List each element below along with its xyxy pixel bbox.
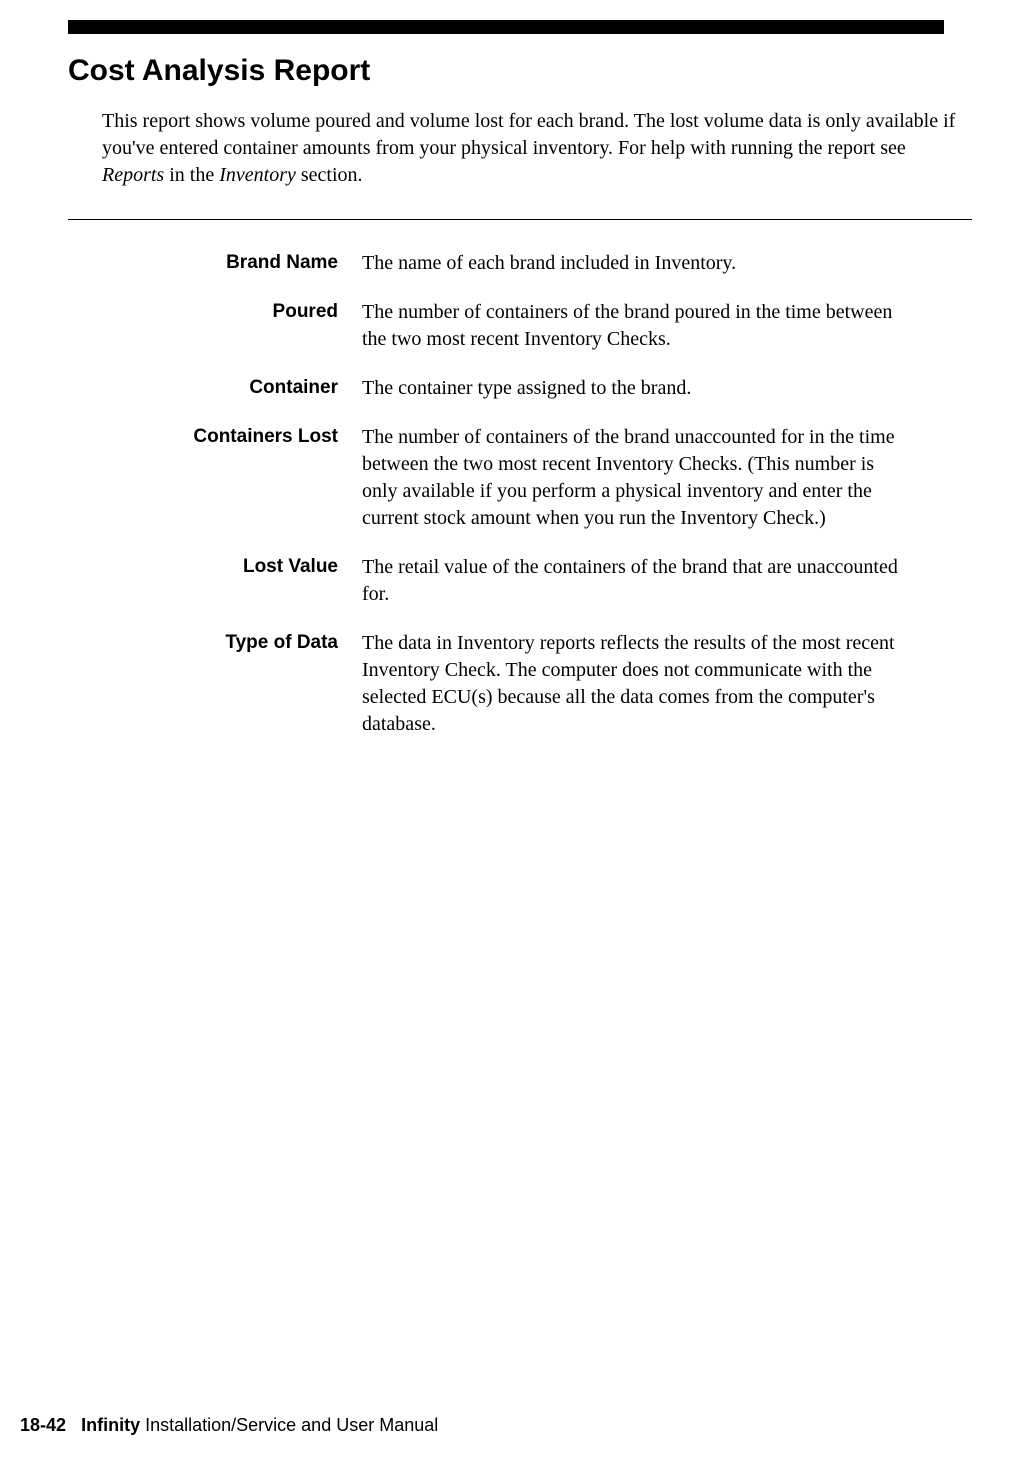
- definition-term: Containers Lost: [102, 424, 362, 450]
- definition-term: Brand Name: [102, 250, 362, 276]
- definition-description: The container type assigned to the brand…: [362, 375, 962, 402]
- definition-description: The number of containers of the brand un…: [362, 424, 962, 532]
- intro-text-2: in the: [164, 164, 219, 186]
- definition-row: Containers Lost The number of containers…: [102, 424, 962, 532]
- definition-term: Lost Value: [102, 554, 362, 580]
- page-footer: 18-42 Infinity Installation/Service and …: [20, 1415, 438, 1436]
- intro-paragraph: This report shows volume poured and volu…: [102, 108, 972, 189]
- page-title: Cost Analysis Report: [68, 54, 992, 88]
- intro-text-3: section.: [296, 164, 363, 186]
- definition-description: The number of containers of the brand po…: [362, 299, 962, 353]
- definition-row: Poured The number of containers of the b…: [102, 299, 962, 353]
- intro-text-1: This report shows volume poured and volu…: [102, 110, 955, 159]
- definition-term: Type of Data: [102, 630, 362, 656]
- definition-description: The retail value of the containers of th…: [362, 554, 962, 608]
- definition-row: Brand Name The name of each brand includ…: [102, 250, 962, 277]
- footer-page-number: 18-42: [20, 1415, 66, 1435]
- intro-italic-1: Reports: [102, 164, 164, 186]
- definition-term: Container: [102, 375, 362, 401]
- definition-row: Container The container type assigned to…: [102, 375, 962, 402]
- definitions-list: Brand Name The name of each brand includ…: [102, 250, 962, 738]
- definition-row: Lost Value The retail value of the conta…: [102, 554, 962, 608]
- definition-description: The data in Inventory reports reflects t…: [362, 630, 962, 738]
- section-divider: [68, 219, 972, 220]
- header-bar: [68, 20, 944, 34]
- definition-description: The name of each brand included in Inven…: [362, 250, 962, 277]
- footer-product-name: Infinity: [81, 1415, 140, 1435]
- intro-italic-2: Inventory: [219, 164, 296, 186]
- footer-manual-name: Installation/Service and User Manual: [140, 1415, 438, 1435]
- definition-row: Type of Data The data in Inventory repor…: [102, 630, 962, 738]
- definition-term: Poured: [102, 299, 362, 325]
